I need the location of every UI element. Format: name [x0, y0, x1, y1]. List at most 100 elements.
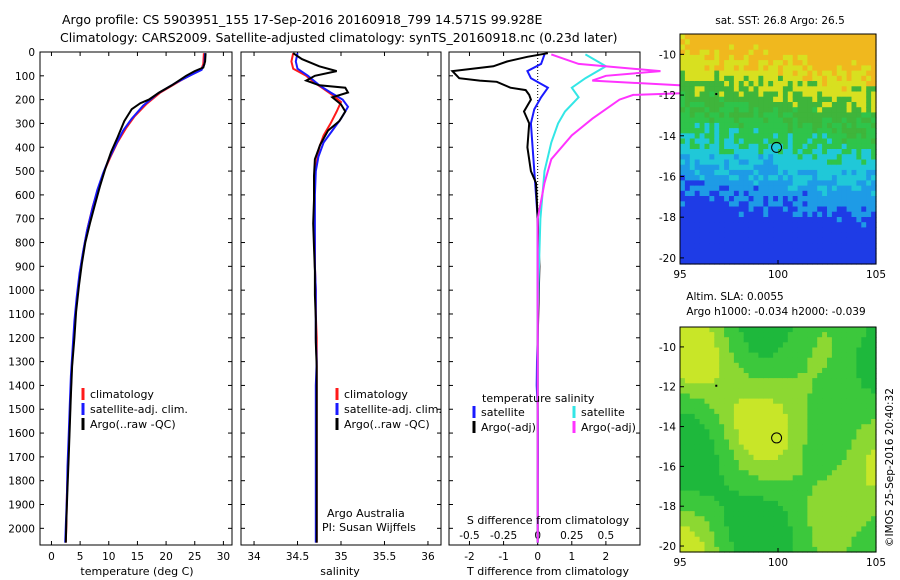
map-cell — [812, 419, 818, 425]
map-cell — [748, 342, 755, 348]
map-cell — [729, 521, 735, 527]
map-cell — [768, 133, 774, 140]
map-cell — [782, 258, 789, 265]
map-cell — [689, 362, 696, 369]
map-cell — [733, 44, 740, 51]
map-cell — [768, 373, 774, 379]
map-cell — [866, 164, 872, 171]
map-cell — [866, 475, 872, 481]
map-cell — [807, 34, 813, 40]
salinity-annotation-1: Argo Australia — [327, 507, 405, 520]
map-cell — [778, 378, 784, 384]
map-cell — [802, 362, 808, 369]
map-cell — [709, 201, 715, 208]
map-cell — [704, 185, 710, 192]
map-cell — [807, 154, 813, 160]
map-cell — [714, 439, 720, 446]
map-cell — [699, 526, 706, 533]
map-cell — [841, 419, 848, 425]
map-cell — [787, 248, 794, 255]
map-cell — [748, 541, 755, 548]
map-cell — [694, 122, 701, 129]
map-cell — [684, 122, 691, 129]
map-cell — [797, 70, 804, 77]
map-cell — [763, 470, 769, 476]
map-cell — [768, 75, 774, 82]
map-cell — [719, 175, 725, 181]
map-cell — [802, 164, 808, 171]
map-cell — [841, 454, 848, 461]
map-cell — [763, 211, 769, 218]
map-cell — [856, 143, 862, 150]
map-cell — [763, 54, 769, 61]
map-cell — [792, 506, 799, 512]
map-cell — [871, 388, 877, 395]
map-cell — [812, 480, 818, 487]
map-cell — [719, 117, 725, 124]
map-cell — [753, 222, 759, 228]
map-cell — [817, 54, 823, 61]
map-cell — [841, 337, 848, 343]
map-cell — [846, 352, 853, 359]
map-cell — [773, 91, 779, 98]
map-cell — [807, 133, 813, 140]
map-cell — [851, 211, 857, 218]
map-cell — [768, 86, 774, 93]
map-cell — [719, 201, 725, 208]
map-cell — [743, 211, 750, 218]
map-cell — [738, 75, 745, 82]
map-cell — [817, 408, 823, 415]
map-cell — [724, 388, 730, 395]
map-cell — [841, 546, 848, 553]
legend-label: satellite-adj. clim. — [344, 403, 442, 416]
map-cell — [753, 393, 759, 400]
map-cell — [807, 159, 813, 166]
map-cell — [758, 107, 764, 113]
map-cell — [719, 164, 725, 171]
map-cell — [748, 44, 755, 51]
map-cell — [817, 180, 823, 187]
map-cell — [787, 180, 794, 187]
map-cell — [827, 352, 833, 359]
map-cell — [851, 332, 857, 338]
map-cell — [812, 444, 818, 451]
map-cell — [699, 117, 706, 124]
map-cell — [768, 424, 774, 430]
map-cell — [699, 429, 706, 435]
map-cell — [841, 490, 848, 497]
map-cell — [680, 211, 686, 218]
map-cell — [836, 516, 843, 522]
map-cell — [680, 521, 686, 527]
map-cell — [680, 138, 686, 145]
map-cell — [704, 541, 710, 548]
map-cell — [738, 378, 745, 384]
map-cell — [797, 378, 804, 384]
map-cell — [787, 506, 794, 512]
map-cell — [680, 190, 686, 197]
map-cell — [729, 217, 735, 223]
map-cell — [768, 511, 774, 517]
map-cell — [763, 342, 769, 348]
map-cell — [856, 253, 862, 260]
map-cell — [753, 34, 759, 40]
map-cell — [733, 434, 740, 441]
map-cell — [846, 393, 853, 400]
map-cell — [831, 434, 838, 441]
map-cell — [856, 444, 862, 451]
map-cell — [871, 91, 877, 98]
map-cell — [709, 164, 715, 171]
map-cell — [724, 434, 730, 441]
map-cell — [856, 44, 862, 51]
map-cell — [831, 541, 838, 548]
map-cell — [758, 190, 764, 197]
map-cell — [738, 227, 745, 234]
map-cell — [792, 243, 799, 249]
map-cell — [866, 128, 872, 134]
map-cell — [733, 107, 740, 113]
map-cell — [680, 34, 686, 40]
credit-text: ©IMOS 25-Sep-2016 20:40:32 — [884, 388, 896, 547]
map-cell — [846, 154, 853, 160]
map-cell — [787, 175, 794, 181]
map-cell — [704, 96, 710, 103]
map-cell — [812, 96, 818, 103]
